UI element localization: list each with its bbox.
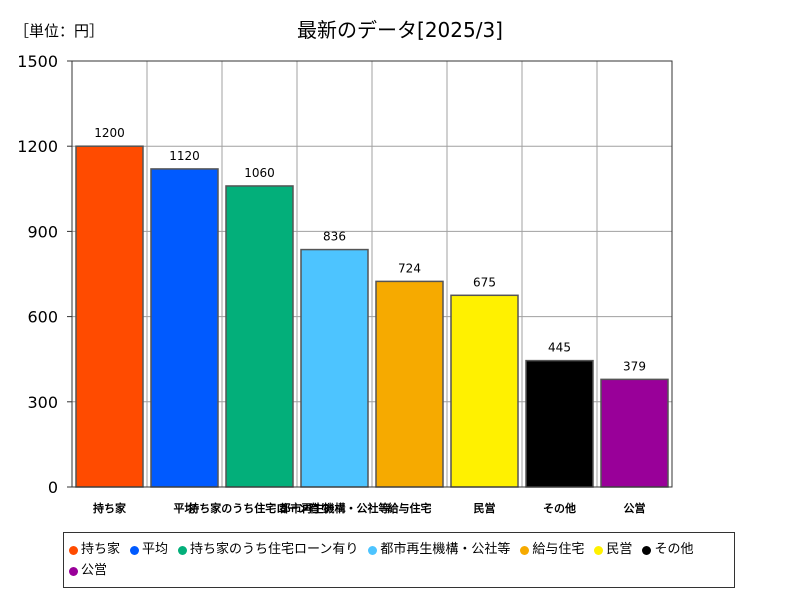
data-label: 675 (473, 275, 496, 289)
legend-label: 平均 (142, 542, 169, 557)
bar-4 (300, 248, 369, 488)
legend-label: 持ち家 (81, 542, 121, 557)
x-tick-label: 都市再生機構・公社等 (279, 501, 390, 515)
x-tick-label: その他 (543, 501, 576, 515)
chart-legend: 持ち家 平均 持ち家のうち住宅ローン有り 都市再生機構・公社等 給与住宅 民営 その他公営 (63, 532, 735, 588)
data-label: 1120 (169, 149, 200, 163)
bar-2 (150, 168, 219, 488)
data-label: 1060 (244, 166, 275, 180)
unit-label: ［単位：円］ (14, 22, 105, 40)
legend-marker (178, 545, 188, 555)
x-tick-label: 公営 (624, 501, 646, 515)
legend-label: 持ち家のうち住宅ローン有り (190, 542, 359, 557)
y-tick-label: 600 (27, 308, 58, 327)
bar-7 (525, 359, 594, 488)
y-tick-label: 300 (27, 393, 58, 412)
legend-marker (642, 545, 652, 555)
legend-marker (520, 545, 530, 555)
x-tick-label: 持ち家 (93, 501, 127, 515)
legend-item: 公営 (69, 562, 107, 580)
x-tick-label: 給与住宅 (388, 501, 432, 515)
legend-item: 給与住宅 (520, 541, 584, 559)
y-tick-label: 0 (48, 478, 58, 497)
x-tick-label: 平均 (174, 501, 196, 515)
bar-8 (600, 378, 669, 488)
data-label: 379 (623, 359, 646, 373)
data-label: 445 (548, 341, 571, 355)
legend-label: 民営 (606, 542, 633, 557)
bar-6 (450, 294, 519, 488)
legend-item: 持ち家 (69, 541, 120, 559)
plot-border (71, 60, 673, 488)
bar-1 (75, 145, 144, 488)
bar-chart: 0 300 600 900 1200 1500 1200 1120 1060 836 724 675 4… (17, 52, 673, 515)
data-label: 836 (323, 230, 346, 244)
legend-marker (368, 545, 378, 555)
chart-title: 最新のデータ[2025/3] (297, 18, 503, 42)
legend-item: 民営 (594, 541, 632, 559)
legend-label: その他 (654, 542, 694, 557)
legend-item: 都市再生機構・公社等 (368, 541, 510, 559)
legend-item: その他 (642, 541, 693, 559)
legend-marker (594, 545, 604, 555)
y-tick-label: 1200 (17, 137, 58, 156)
legend-marker (130, 545, 140, 555)
x-tick-label: 持ち家のうち住宅ローン有り (188, 501, 330, 515)
bar-3 (225, 185, 294, 488)
legend-item: 持ち家のうち住宅ローン有り (178, 541, 358, 559)
data-label: 1200 (94, 126, 125, 140)
legend-marker (69, 545, 78, 555)
data-label: 724 (398, 261, 421, 275)
legend-item: 平均 (130, 541, 168, 559)
legend-label: 給与住宅 (532, 542, 585, 557)
legend-label: 都市再生機構・公社等 (380, 542, 511, 557)
y-tick-label: 900 (27, 222, 58, 241)
y-tick-label: 1500 (17, 52, 58, 71)
bar-5 (375, 280, 444, 488)
x-tick-label: 民営 (474, 501, 496, 515)
legend-label: 公営 (81, 563, 108, 578)
legend-marker (69, 566, 78, 576)
